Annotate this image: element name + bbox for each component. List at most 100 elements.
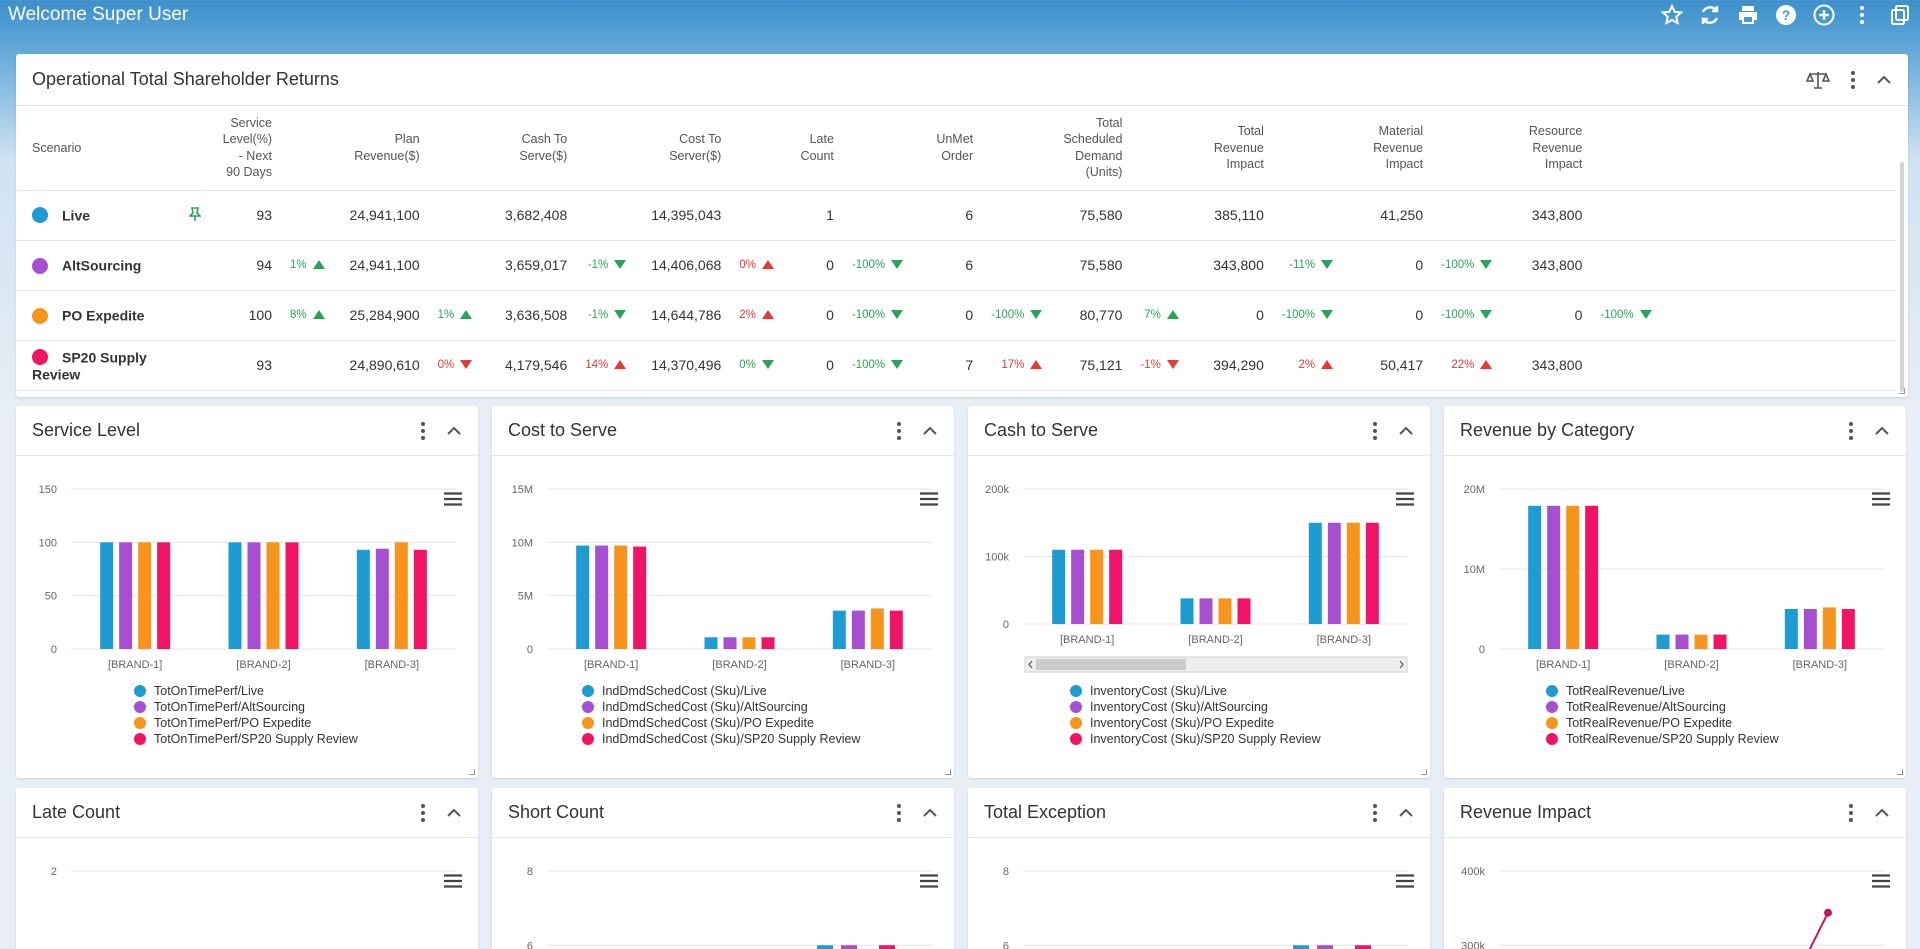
resize-handle[interactable] (1897, 769, 1903, 775)
bar[interactable] (1675, 634, 1689, 649)
collapse-icon[interactable] (446, 425, 462, 437)
bar[interactable] (1090, 549, 1104, 624)
legend-item[interactable]: TotRealRevenue/Live (1546, 683, 1779, 699)
bar[interactable] (138, 542, 152, 649)
star-icon[interactable] (1660, 3, 1684, 27)
collapse-icon[interactable] (446, 807, 462, 819)
resize-handle[interactable] (1421, 769, 1427, 775)
bar[interactable] (1218, 598, 1232, 624)
legend-item[interactable]: TotRealRevenue/AltSourcing (1546, 699, 1779, 715)
bar[interactable] (1713, 634, 1727, 649)
more-icon[interactable] (1850, 3, 1874, 27)
print-icon[interactable] (1736, 3, 1760, 27)
collapse-icon[interactable] (1398, 425, 1414, 437)
collapse-icon[interactable] (1876, 74, 1892, 86)
bar[interactable] (742, 637, 756, 649)
bar[interactable] (851, 610, 865, 649)
bar[interactable] (100, 542, 114, 649)
bar[interactable] (1547, 505, 1561, 649)
table-row[interactable]: PO Expedite 100 8% 25,284,900 1% 3,636,508 -1%… (16, 290, 1896, 341)
scroll-right-icon[interactable] (1399, 660, 1404, 669)
col-total-rev-impact[interactable]: Total Revenue Impact (1182, 106, 1268, 191)
more-vert-icon[interactable] (420, 421, 426, 441)
collapse-icon[interactable] (922, 425, 938, 437)
chart-menu-icon[interactable] (920, 874, 938, 893)
col-plan-revenue[interactable]: Plan Revenue($) (328, 106, 424, 191)
legend-item[interactable]: TotRealRevenue/PO Expedite (1546, 715, 1779, 731)
bar[interactable] (1317, 945, 1333, 949)
bar[interactable] (1308, 522, 1322, 624)
legend-item[interactable]: IndDmdSchedCost (Sku)/AltSourcing (582, 699, 860, 715)
bar[interactable] (817, 945, 833, 949)
more-vert-icon[interactable] (420, 803, 426, 823)
col-cost-to-server[interactable]: Cost To Server($) (630, 106, 726, 191)
legend-item[interactable]: TotOnTimePerf/AltSourcing (134, 699, 358, 715)
more-vert-icon[interactable] (896, 803, 902, 823)
chart-menu-icon[interactable] (1396, 874, 1414, 893)
col-total-sched-demand[interactable]: Total Scheduled Demand (Units) (1046, 106, 1127, 191)
col-service-level[interactable]: Service Level(%) - Next 90 Days (201, 106, 276, 191)
collapse-icon[interactable] (1398, 807, 1414, 819)
collapse-icon[interactable] (1874, 807, 1890, 819)
bar[interactable] (1528, 505, 1542, 649)
bar[interactable] (228, 542, 242, 649)
bar[interactable] (1585, 505, 1599, 649)
legend-item[interactable]: IndDmdSchedCost (Sku)/PO Expedite (582, 715, 860, 731)
legend-item[interactable]: InventoryCost (Sku)/Live (1070, 683, 1321, 699)
bar[interactable] (633, 546, 647, 649)
legend-item[interactable]: InventoryCost (Sku)/SP20 Supply Review (1070, 731, 1321, 747)
scrollbar-thumb[interactable] (1036, 659, 1186, 670)
bar[interactable] (1180, 598, 1194, 624)
chart-scrollbar[interactable] (1024, 656, 1408, 673)
bar[interactable] (1052, 549, 1066, 624)
bar[interactable] (1656, 634, 1670, 649)
more-vert-icon[interactable] (1850, 70, 1856, 90)
scroll-left-icon[interactable] (1028, 660, 1033, 669)
copy-icon[interactable] (1888, 3, 1912, 27)
bar[interactable] (1237, 598, 1251, 624)
bar[interactable] (1365, 522, 1379, 624)
bar[interactable] (704, 637, 718, 649)
col-late-count[interactable]: Late Count (777, 106, 838, 191)
compare-icon[interactable] (1806, 70, 1830, 90)
legend-item[interactable]: TotOnTimePerf/Live (134, 683, 358, 699)
bar[interactable] (1822, 607, 1836, 649)
legend-item[interactable]: IndDmdSchedCost (Sku)/Live (582, 683, 860, 699)
resize-handle[interactable] (469, 769, 475, 775)
bar[interactable] (576, 545, 590, 649)
bar[interactable] (157, 542, 171, 649)
bar[interactable] (1199, 598, 1213, 624)
col-resource-rev-impact[interactable]: Resource Revenue Impact (1496, 106, 1587, 191)
table-row[interactable]: AltSourcing 94 1% 24,941,100 3,659,017 -1% 14,… (16, 240, 1896, 291)
refresh-icon[interactable] (1698, 3, 1722, 27)
bar[interactable] (595, 545, 609, 649)
legend-item[interactable]: InventoryCost (Sku)/PO Expedite (1070, 715, 1321, 731)
chart-menu-icon[interactable] (1396, 492, 1414, 511)
bar[interactable] (266, 542, 280, 649)
legend-item[interactable]: TotRealRevenue/SP20 Supply Review (1546, 731, 1779, 747)
bar[interactable] (1784, 609, 1798, 649)
bar[interactable] (870, 608, 884, 649)
bar[interactable] (1355, 945, 1371, 949)
bar[interactable] (1803, 609, 1817, 649)
legend-item[interactable]: IndDmdSchedCost (Sku)/SP20 Supply Review (582, 731, 860, 747)
more-vert-icon[interactable] (1848, 803, 1854, 823)
chart-menu-icon[interactable] (1872, 874, 1890, 893)
legend-item[interactable]: TotOnTimePerf/PO Expedite (134, 715, 358, 731)
bar[interactable] (1327, 522, 1341, 624)
table-row[interactable]: SP20 Supply Review 93 24,890,610 0% 4,179,54… (16, 340, 1896, 391)
legend-item[interactable]: TotOnTimePerf/SP20 Supply Review (134, 731, 358, 747)
more-vert-icon[interactable] (896, 421, 902, 441)
add-icon[interactable] (1812, 3, 1836, 27)
bar[interactable] (356, 549, 370, 649)
bar[interactable] (879, 945, 895, 949)
col-scenario[interactable]: Scenario (16, 106, 201, 191)
resize-handle[interactable] (945, 769, 951, 775)
bar[interactable] (1346, 522, 1360, 624)
scenario-name[interactable]: PO Expedite (62, 307, 145, 324)
bar[interactable] (1293, 945, 1309, 949)
bar[interactable] (1071, 549, 1085, 624)
bar[interactable] (1566, 505, 1580, 649)
pin-icon[interactable] (188, 207, 202, 224)
chart-menu-icon[interactable] (444, 492, 462, 511)
